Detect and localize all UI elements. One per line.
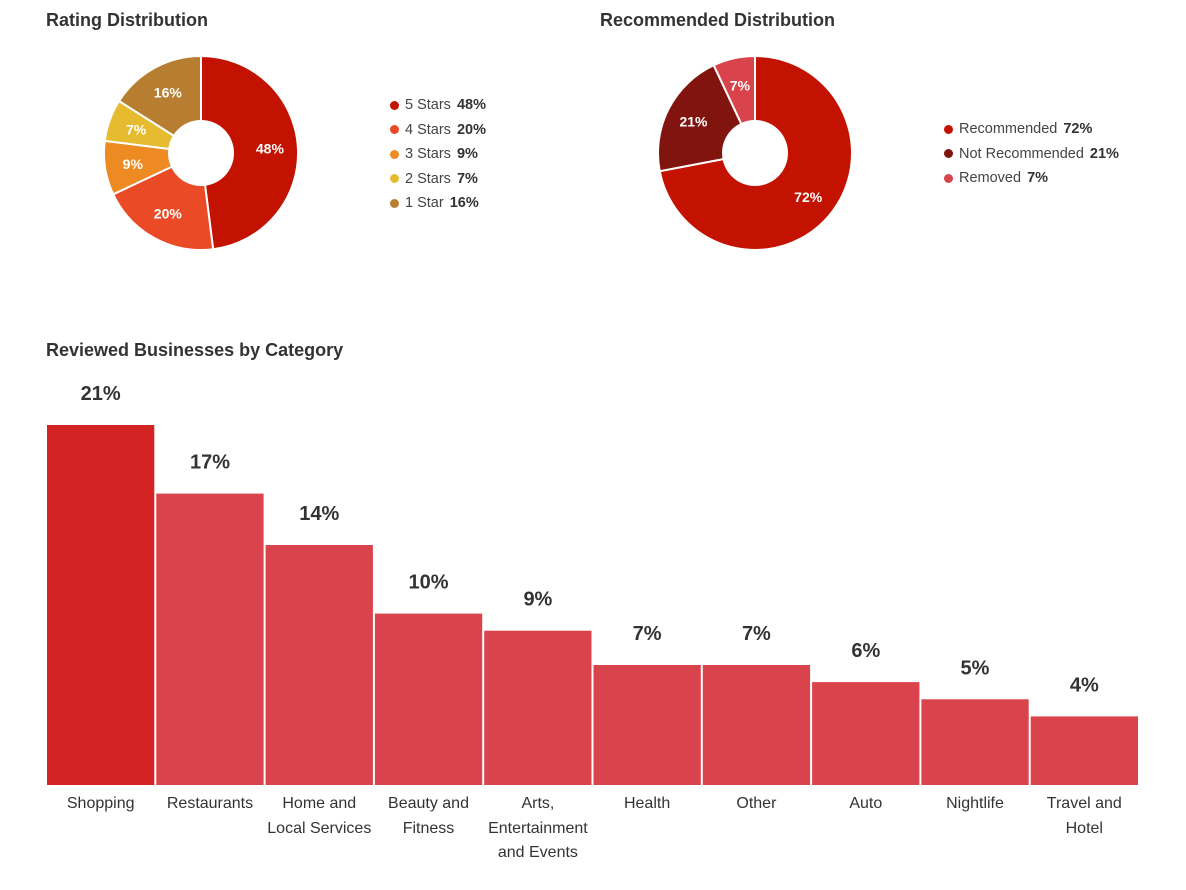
- legend-dot-icon: [390, 174, 399, 184]
- rating-legend-item[interactable]: 5 Stars 48%: [390, 93, 486, 118]
- bar-home-and-local-services[interactable]: [265, 545, 373, 785]
- bar-value-label: 7%: [633, 623, 662, 645]
- category-label-line: Other: [736, 795, 777, 812]
- bar-value-label: 17%: [190, 452, 230, 474]
- bar-arts-entertainment-and-events[interactable]: [484, 630, 592, 785]
- legend-dot-icon: [944, 173, 953, 183]
- legend-dot-icon: [390, 149, 399, 159]
- recommended-slice-label: 72%: [794, 189, 823, 205]
- category-label-line: Auto: [849, 795, 883, 812]
- bar-value-label: 21%: [81, 383, 121, 405]
- legend-dot-icon: [944, 124, 953, 134]
- rating-slice-label: 20%: [154, 206, 183, 222]
- category-label: Arts, Entertainment and Events: [484, 792, 592, 866]
- bar-beauty-and-fitness[interactable]: [374, 613, 483, 785]
- legend-label: 2 Stars: [405, 170, 451, 187]
- rating-slice-label: 9%: [123, 156, 144, 172]
- category-label-line: Beauty and: [388, 795, 469, 812]
- category-label: Beauty and Fitness: [375, 792, 483, 841]
- recommended-slice-label: 21%: [679, 114, 708, 130]
- rating-slice-label: 16%: [154, 85, 183, 101]
- legend-label: 4 Stars: [405, 121, 451, 138]
- recommended-legend-item[interactable]: Removed 7%: [944, 166, 1119, 191]
- legend-label: Recommended: [959, 121, 1058, 138]
- category-label-line: Fitness: [402, 819, 455, 837]
- bar-value-label: 7%: [742, 623, 771, 645]
- legend-dot-icon: [390, 198, 399, 208]
- recommended-legend-item[interactable]: Not Recommended 21%: [944, 142, 1119, 167]
- bar-nightlife[interactable]: [921, 699, 1029, 785]
- legend-dot-icon: [944, 149, 953, 159]
- legend-label: Not Recommended: [959, 145, 1084, 162]
- category-label-line: Health: [623, 795, 671, 812]
- legend-value: 9%: [456, 146, 478, 163]
- category-label-line: Travel and: [1046, 795, 1122, 812]
- bar-shopping[interactable]: [47, 425, 155, 785]
- recommended-distribution-title: Recommended Distribution: [600, 10, 836, 30]
- rating-slice-label: 48%: [256, 141, 285, 157]
- bar-value-label: 6%: [851, 640, 880, 662]
- category-label-line: Home and: [282, 795, 357, 812]
- bar-restaurants[interactable]: [156, 493, 264, 785]
- category-label: Travel and Hotel: [1030, 792, 1138, 841]
- rating-legend-item[interactable]: 2 Stars 7%: [390, 167, 486, 192]
- legend-label: 5 Stars: [405, 97, 451, 114]
- category-label: Other: [702, 792, 810, 817]
- legend-value: 72%: [1063, 121, 1093, 138]
- rating-legend-item[interactable]: 1 Star 16%: [390, 191, 486, 216]
- legend-label: 1 Star: [405, 195, 444, 212]
- rating-legend-item[interactable]: 3 Stars 9%: [390, 142, 486, 167]
- category-label-line: Restaurants: [166, 795, 254, 812]
- category-label-line: Arts,: [521, 795, 555, 812]
- legend-value: 7%: [456, 170, 478, 187]
- rating-slice-label: 7%: [126, 122, 147, 138]
- bar-value-label: 10%: [408, 572, 448, 594]
- rating-legend-item[interactable]: 4 Stars 20%: [390, 118, 486, 143]
- rating-distribution-title: Rating Distribution: [46, 10, 208, 30]
- bar-other[interactable]: [702, 665, 811, 785]
- category-label: Home and Local Services: [265, 792, 373, 841]
- rating-legend: 5 Stars 48% 4 Stars 20% 3 Stars 9% 2 Sta…: [390, 93, 486, 216]
- legend-label: 3 Stars: [405, 146, 451, 163]
- category-label: Shopping: [47, 792, 155, 817]
- recommended-legend-item[interactable]: Recommended 72%: [944, 117, 1119, 142]
- legend-dot-icon: [390, 125, 399, 135]
- recommended-donut-hole: [722, 120, 788, 186]
- category-label-line: Entertainment: [488, 819, 588, 837]
- category-label-line: Shopping: [66, 795, 135, 812]
- bar-value-label: 9%: [523, 589, 552, 611]
- legend-value: 20%: [456, 121, 486, 138]
- bar-value-label: 5%: [961, 657, 990, 679]
- legend-value: 16%: [449, 195, 479, 212]
- legend-value: 48%: [456, 97, 486, 114]
- category-label-line: Hotel: [1065, 819, 1103, 837]
- category-label: Auto: [812, 792, 920, 817]
- category-label-line: and Events: [497, 844, 578, 861]
- category-chart-title: Reviewed Businesses by Category: [46, 340, 344, 360]
- recommended-legend: Recommended 72% Not Recommended 21% Remo…: [944, 117, 1119, 191]
- category-label-line: Nightlife: [946, 795, 1004, 812]
- legend-value: 7%: [1027, 170, 1049, 187]
- rating-donut-hole: [168, 120, 234, 186]
- legend-value: 21%: [1089, 145, 1119, 162]
- legend-dot-icon: [390, 100, 399, 110]
- recommended-slice-label: 7%: [730, 78, 751, 94]
- bar-health[interactable]: [593, 665, 701, 785]
- bar-value-label: 4%: [1070, 674, 1099, 696]
- bar-travel-and-hotel[interactable]: [1030, 716, 1138, 785]
- category-label-line: Local Services: [267, 819, 372, 837]
- category-label: Nightlife: [921, 792, 1029, 817]
- legend-label: Removed: [959, 170, 1022, 187]
- rating-slice-5-stars[interactable]: [200, 54, 300, 251]
- bar-value-label: 14%: [299, 503, 339, 525]
- category-label: Restaurants: [156, 792, 264, 817]
- category-label: Health: [593, 792, 701, 817]
- bar-auto[interactable]: [812, 682, 920, 785]
